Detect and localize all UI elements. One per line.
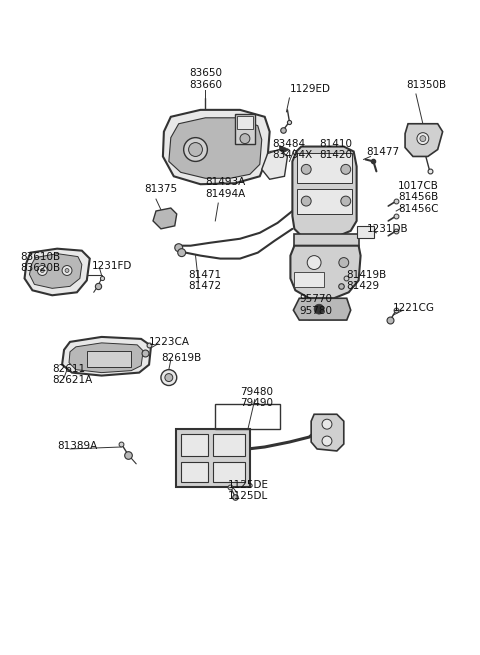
Text: 81471
81472: 81471 81472 [189,270,222,291]
Text: 81419B
81429: 81419B 81429 [347,270,387,291]
Polygon shape [293,298,351,320]
Text: 82611
82621A: 82611 82621A [52,364,93,385]
Bar [237,116,253,128]
Bar [213,434,245,456]
Bar [180,462,208,481]
Circle shape [307,255,321,269]
Circle shape [301,196,311,206]
Circle shape [322,436,332,446]
Bar [87,351,131,367]
Polygon shape [311,414,344,451]
Polygon shape [153,208,177,229]
Text: 1221CG: 1221CG [393,303,435,313]
Bar [216,404,279,429]
Bar [297,189,352,214]
Text: 1231FD: 1231FD [92,261,132,271]
Polygon shape [169,118,262,178]
Polygon shape [163,110,270,184]
Circle shape [341,196,351,206]
Polygon shape [262,149,288,179]
Circle shape [322,419,332,429]
Polygon shape [29,253,82,288]
Text: 1017CB
81456B
81456C: 1017CB 81456B 81456C [398,181,439,214]
Polygon shape [279,145,289,155]
Circle shape [65,269,69,272]
Bar [357,226,374,238]
Circle shape [341,164,351,174]
Polygon shape [290,246,360,298]
Circle shape [339,257,349,267]
Text: 1129ED: 1129ED [289,84,330,94]
Text: 1231DB: 1231DB [367,224,408,234]
Text: 1223CA: 1223CA [149,337,190,347]
Circle shape [417,133,429,145]
Text: 95770
95780: 95770 95780 [300,294,332,316]
Polygon shape [62,337,151,375]
Text: 81375: 81375 [144,184,177,194]
Text: 81477: 81477 [367,147,400,157]
Text: 79480
79490: 79480 79490 [240,386,273,408]
Text: 83484
83494X: 83484 83494X [273,139,313,160]
Bar [294,272,324,288]
Polygon shape [405,124,443,157]
Text: 81389A: 81389A [57,441,97,451]
Bar [213,462,245,481]
Bar [176,429,250,487]
Bar [294,234,359,246]
Text: 83650
83660: 83650 83660 [189,68,222,90]
Circle shape [189,143,203,157]
Circle shape [161,369,177,386]
Text: 81350B: 81350B [406,80,446,90]
Circle shape [40,269,44,272]
Circle shape [37,265,47,276]
Circle shape [178,249,186,257]
Circle shape [314,304,324,314]
Bar [297,153,352,183]
Text: 82619B: 82619B [161,353,201,363]
Circle shape [175,244,183,252]
Polygon shape [24,249,90,295]
Circle shape [420,136,426,141]
Polygon shape [69,343,143,373]
Bar [180,434,208,456]
Circle shape [184,138,207,161]
Circle shape [62,265,72,276]
Text: 81410
81420: 81410 81420 [319,139,352,160]
Bar [235,114,255,143]
Polygon shape [292,147,357,236]
Circle shape [301,164,311,174]
Circle shape [240,134,250,143]
Text: 1125DE
1125DL: 1125DE 1125DL [228,480,269,502]
Text: 83610B
83620B: 83610B 83620B [21,252,60,273]
Text: 81493A
81494A: 81493A 81494A [205,178,246,199]
Circle shape [165,373,173,382]
